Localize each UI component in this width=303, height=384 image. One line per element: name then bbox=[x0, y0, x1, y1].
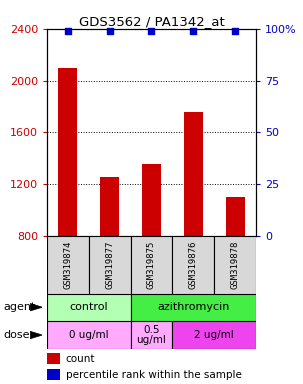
Bar bbox=[89, 236, 131, 294]
Text: count: count bbox=[66, 354, 95, 364]
Point bbox=[149, 28, 154, 34]
Bar bbox=[172, 236, 214, 294]
Bar bbox=[47, 236, 89, 294]
Text: dose: dose bbox=[3, 330, 29, 340]
Text: 0 ug/ml: 0 ug/ml bbox=[69, 330, 108, 340]
Bar bbox=[58, 68, 77, 236]
Text: percentile rank within the sample: percentile rank within the sample bbox=[66, 370, 242, 380]
Text: azithromycin: azithromycin bbox=[157, 302, 229, 312]
Bar bbox=[142, 164, 161, 236]
Text: control: control bbox=[69, 302, 108, 312]
Bar bbox=[226, 197, 245, 236]
Text: GSM319876: GSM319876 bbox=[189, 241, 198, 289]
Bar bbox=[47, 353, 59, 364]
Title: GDS3562 / PA1342_at: GDS3562 / PA1342_at bbox=[78, 15, 225, 28]
Bar bbox=[214, 236, 256, 294]
Text: 2 ug/ml: 2 ug/ml bbox=[194, 330, 234, 340]
Bar bbox=[47, 294, 131, 321]
Bar bbox=[172, 321, 256, 349]
Text: agent: agent bbox=[3, 302, 35, 312]
Bar bbox=[47, 369, 59, 381]
Point bbox=[65, 28, 70, 34]
Bar bbox=[184, 112, 203, 236]
Bar bbox=[131, 236, 172, 294]
Point bbox=[233, 28, 238, 34]
Polygon shape bbox=[30, 303, 42, 311]
Bar bbox=[131, 321, 172, 349]
Text: GSM319877: GSM319877 bbox=[105, 241, 114, 289]
Bar bbox=[100, 177, 119, 236]
Point bbox=[107, 28, 112, 34]
Text: GSM319874: GSM319874 bbox=[63, 241, 72, 289]
Polygon shape bbox=[30, 331, 42, 339]
Text: GSM319878: GSM319878 bbox=[231, 241, 240, 289]
Point bbox=[191, 28, 196, 34]
Bar bbox=[131, 294, 256, 321]
Bar bbox=[47, 321, 131, 349]
Text: GSM319875: GSM319875 bbox=[147, 241, 156, 289]
Text: 0.5
ug/ml: 0.5 ug/ml bbox=[137, 324, 166, 346]
